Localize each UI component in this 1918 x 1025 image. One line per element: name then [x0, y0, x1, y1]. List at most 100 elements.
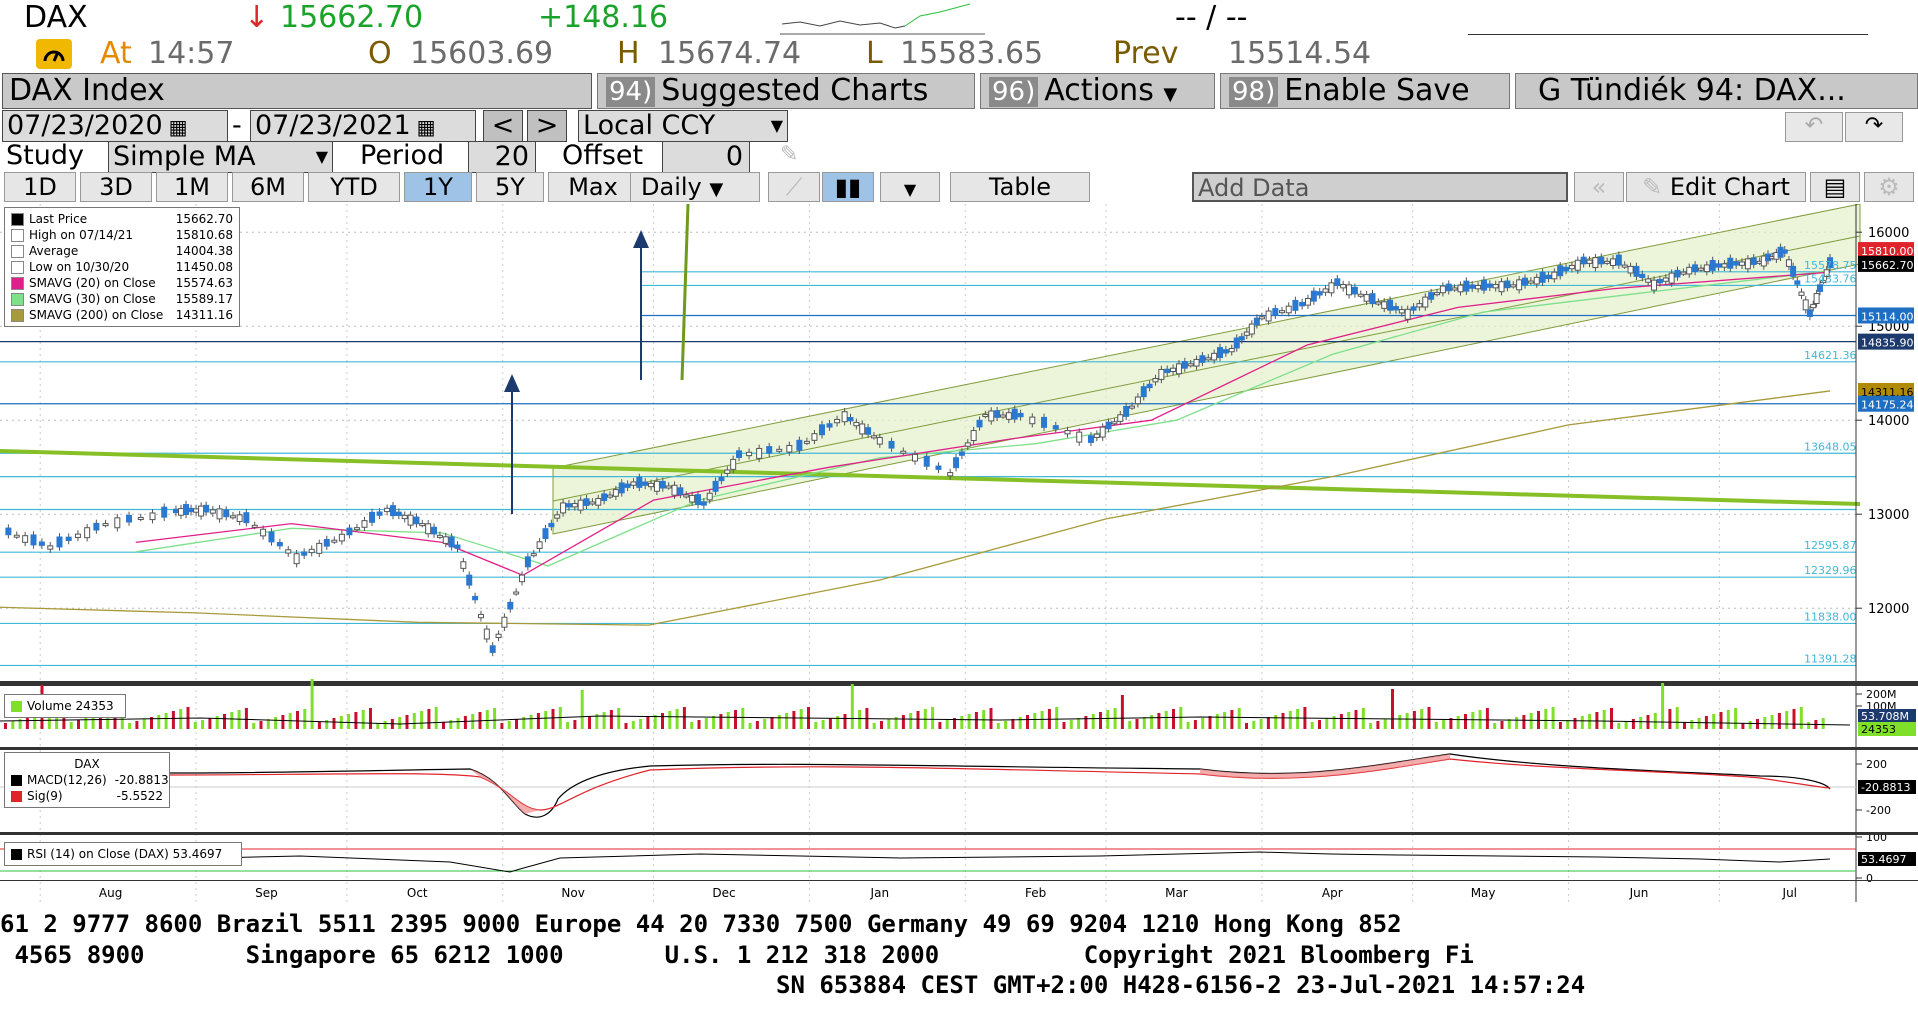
- security-field[interactable]: DAX Index: [2, 73, 592, 109]
- calendar-icon[interactable]: ▦: [416, 115, 436, 139]
- legend-label: SMAVG (20) on Close: [29, 276, 156, 290]
- volume-legend[interactable]: Volume 24353: [4, 694, 126, 718]
- tab-5y[interactable]: 5Y: [476, 172, 544, 202]
- legend-row: Sig(9) -5.5522: [11, 788, 163, 804]
- frequency-select[interactable]: Daily ▼: [630, 172, 760, 202]
- suggested-charts-button[interactable]: 94) Suggested Charts: [597, 73, 975, 109]
- next-period-button[interactable]: >: [527, 110, 567, 142]
- candle-body: [530, 553, 537, 557]
- legend-swatch: [11, 292, 24, 306]
- pane-separator[interactable]: [0, 681, 1918, 686]
- end-date-field[interactable]: 07/23/2021 ▦: [250, 110, 476, 142]
- redo-icon[interactable]: ↷: [1845, 112, 1903, 142]
- speedometer-icon[interactable]: [36, 39, 72, 69]
- gear-icon[interactable]: ⚙: [1864, 172, 1914, 202]
- legend-row: SMAVG (30) on Close 15589.17: [11, 291, 233, 307]
- volume-bar: [785, 713, 789, 729]
- enable-save-button[interactable]: 98) Enable Save: [1220, 73, 1510, 109]
- candle-body: [1451, 287, 1458, 291]
- candle-chart-icon[interactable]: ▮▮: [822, 172, 874, 202]
- add-data-field[interactable]: Add Data: [1192, 172, 1568, 202]
- volume-bar: [712, 716, 716, 729]
- volume-bar: [507, 721, 511, 729]
- candle-body: [1434, 292, 1441, 296]
- candle-body: [1193, 358, 1200, 367]
- volume-bar: [901, 715, 905, 729]
- candle-body: [1041, 416, 1048, 428]
- volume-bar: [1150, 715, 1154, 729]
- volume-bar: [1617, 723, 1621, 729]
- candle-body: [38, 541, 45, 546]
- candle-body: [1164, 368, 1171, 374]
- tab-max[interactable]: Max: [548, 172, 638, 202]
- tab-1y[interactable]: 1Y: [404, 172, 472, 202]
- actions-button[interactable]: 96) Actions ▼: [980, 73, 1215, 109]
- calendar-icon[interactable]: ▦: [168, 115, 188, 139]
- candle-body: [1017, 412, 1024, 418]
- candle-body: [671, 484, 678, 496]
- volume-bar: [1215, 714, 1219, 729]
- tab-1m[interactable]: 1M: [156, 172, 228, 202]
- legend-value: -5.5522: [116, 789, 163, 803]
- study-select[interactable]: Simple MA ▼: [108, 141, 333, 173]
- long-trendline: [0, 449, 1861, 506]
- table-button[interactable]: Table: [950, 172, 1090, 202]
- price-chart[interactable]: 1600015000140001300012000200M100M200-200…: [0, 204, 1918, 902]
- pencil-icon[interactable]: ✎: [780, 142, 799, 167]
- chart-settings-icon[interactable]: ▤: [1810, 172, 1860, 202]
- start-date-field[interactable]: 07/23/2020 ▦: [2, 110, 228, 142]
- price-legend[interactable]: Last Price 15662.70 High on 07/14/21 15810.…: [4, 207, 240, 327]
- rsi-legend[interactable]: RSI (14) on Close (DAX) 53.4697: [4, 842, 242, 866]
- volume-bar: [55, 709, 59, 729]
- volume-bar: [1785, 711, 1789, 729]
- legend-value: -20.8813: [114, 773, 169, 787]
- candle-body: [999, 414, 1006, 418]
- volume-bar: [1573, 718, 1577, 729]
- volume-bar: [1318, 720, 1321, 729]
- candle-body: [900, 450, 907, 454]
- sub-axis-value-box: [1858, 780, 1916, 794]
- volume-bar: [1485, 708, 1489, 729]
- tab-3d[interactable]: 3D: [80, 172, 152, 202]
- chart-title-tab[interactable]: G Tündiék 94: DAX...: [1515, 73, 1918, 109]
- period-field[interactable]: 20: [468, 141, 536, 173]
- candle-body: [229, 515, 236, 519]
- candle-body: [1813, 293, 1820, 304]
- pane-separator[interactable]: [0, 832, 1918, 835]
- frequency-value: Daily: [641, 173, 702, 201]
- volume-bar: [595, 714, 599, 729]
- candle-body: [1820, 280, 1827, 284]
- candle-body: [1265, 310, 1272, 322]
- candle-body: [1480, 279, 1487, 291]
- legend-value: 15574.63: [175, 276, 233, 290]
- macd-legend-title: DAX: [74, 757, 100, 771]
- collapse-icon[interactable]: «: [1574, 172, 1624, 202]
- undo-icon[interactable]: ↶: [1785, 112, 1843, 142]
- candle-body: [1410, 306, 1417, 311]
- volume-bar: [485, 710, 489, 729]
- candle-body: [268, 531, 275, 543]
- legend-row: Last Price 15662.70: [11, 211, 233, 227]
- currency-select[interactable]: Local CCY ▼: [578, 110, 788, 142]
- candle-body: [1445, 283, 1452, 292]
- volume-bar: [858, 710, 862, 729]
- edit-chart-button[interactable]: ✎ Edit Chart: [1626, 172, 1806, 202]
- pane-separator[interactable]: [0, 747, 1918, 750]
- volume-bar: [1033, 713, 1037, 729]
- tab-1d[interactable]: 1D: [4, 172, 76, 202]
- chart-type-dropdown[interactable]: ▼: [880, 172, 940, 202]
- previous-period-button[interactable]: <: [483, 110, 523, 142]
- macd-legend[interactable]: DAX MACD(12,26) -20.8813 Sig(9) -5.5522: [4, 752, 170, 808]
- volume-bar: [500, 723, 504, 729]
- candle-body: [1486, 283, 1493, 288]
- volume-bar: [1084, 716, 1088, 729]
- level-label: 15433.76: [1804, 272, 1857, 285]
- candle-body: [331, 539, 338, 543]
- month-label: Aug: [99, 886, 122, 900]
- offset-field[interactable]: 0: [662, 141, 750, 173]
- tab-6m[interactable]: 6M: [232, 172, 304, 202]
- volume-bar: [1770, 715, 1774, 729]
- line-chart-icon[interactable]: ⟋: [768, 172, 820, 202]
- candle-body: [1739, 261, 1746, 266]
- tab-ytd[interactable]: YTD: [308, 172, 400, 202]
